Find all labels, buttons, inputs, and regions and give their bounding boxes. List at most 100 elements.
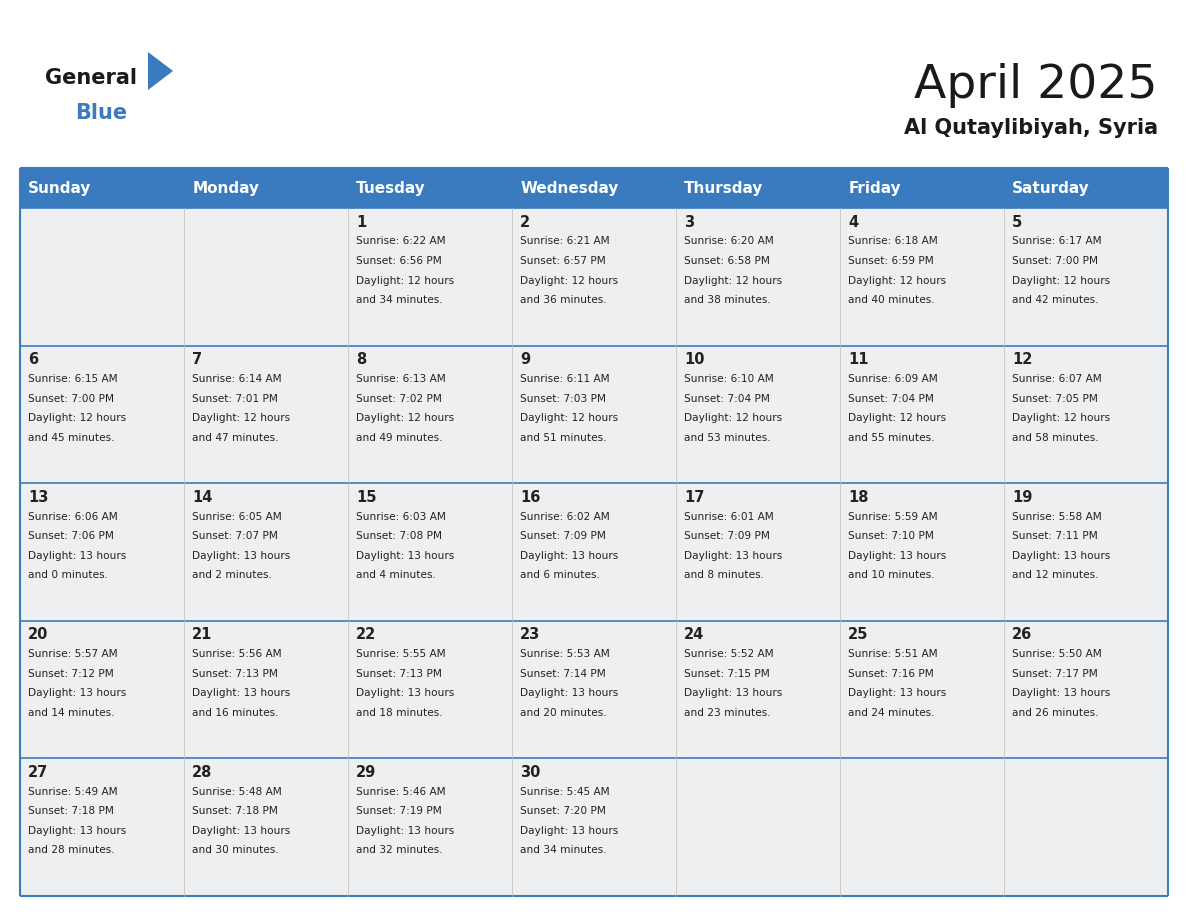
Text: Sunrise: 6:14 AM: Sunrise: 6:14 AM xyxy=(192,375,282,384)
Text: Sunset: 7:15 PM: Sunset: 7:15 PM xyxy=(684,669,770,678)
Text: Tuesday: Tuesday xyxy=(356,181,426,196)
Text: Sunset: 6:57 PM: Sunset: 6:57 PM xyxy=(520,256,606,266)
Text: Sunset: 7:00 PM: Sunset: 7:00 PM xyxy=(29,394,114,404)
Text: 17: 17 xyxy=(684,489,704,505)
Text: 22: 22 xyxy=(356,627,377,643)
Text: 29: 29 xyxy=(356,765,377,780)
Text: Wednesday: Wednesday xyxy=(520,181,619,196)
Text: Daylight: 12 hours: Daylight: 12 hours xyxy=(1012,413,1111,423)
Text: Daylight: 12 hours: Daylight: 12 hours xyxy=(356,275,454,285)
Text: Sunset: 7:08 PM: Sunset: 7:08 PM xyxy=(356,532,442,542)
Text: Sunrise: 5:55 AM: Sunrise: 5:55 AM xyxy=(356,649,446,659)
Text: 23: 23 xyxy=(520,627,541,643)
Text: Daylight: 12 hours: Daylight: 12 hours xyxy=(520,413,618,423)
Text: Sunrise: 6:15 AM: Sunrise: 6:15 AM xyxy=(29,375,118,384)
Polygon shape xyxy=(148,52,173,90)
Text: Daylight: 12 hours: Daylight: 12 hours xyxy=(848,413,947,423)
Text: Daylight: 13 hours: Daylight: 13 hours xyxy=(1012,551,1111,561)
Text: and 0 minutes.: and 0 minutes. xyxy=(29,570,108,580)
Text: Sunrise: 6:01 AM: Sunrise: 6:01 AM xyxy=(684,511,773,521)
Text: Sunset: 7:04 PM: Sunset: 7:04 PM xyxy=(848,394,934,404)
Text: Blue: Blue xyxy=(75,103,127,123)
Text: Sunset: 6:58 PM: Sunset: 6:58 PM xyxy=(684,256,770,266)
Text: Sunrise: 6:06 AM: Sunrise: 6:06 AM xyxy=(29,511,118,521)
Text: Sunrise: 5:57 AM: Sunrise: 5:57 AM xyxy=(29,649,118,659)
Text: Sunset: 7:16 PM: Sunset: 7:16 PM xyxy=(848,669,934,678)
Text: Sunset: 7:17 PM: Sunset: 7:17 PM xyxy=(1012,669,1098,678)
Text: and 53 minutes.: and 53 minutes. xyxy=(684,432,771,442)
Text: 20: 20 xyxy=(29,627,49,643)
Text: 2: 2 xyxy=(520,215,530,230)
Text: Daylight: 13 hours: Daylight: 13 hours xyxy=(356,826,455,836)
Text: 15: 15 xyxy=(356,489,377,505)
Text: 1: 1 xyxy=(356,215,366,230)
Text: 3: 3 xyxy=(684,215,694,230)
Text: Sunrise: 6:21 AM: Sunrise: 6:21 AM xyxy=(520,237,609,247)
Text: and 40 minutes.: and 40 minutes. xyxy=(848,295,935,305)
Text: Sunset: 7:12 PM: Sunset: 7:12 PM xyxy=(29,669,114,678)
Text: and 28 minutes.: and 28 minutes. xyxy=(29,845,115,856)
Text: and 30 minutes.: and 30 minutes. xyxy=(192,845,279,856)
Text: Sunset: 7:09 PM: Sunset: 7:09 PM xyxy=(520,532,606,542)
Text: 28: 28 xyxy=(192,765,213,780)
Text: Daylight: 13 hours: Daylight: 13 hours xyxy=(29,551,126,561)
Text: Sunrise: 5:53 AM: Sunrise: 5:53 AM xyxy=(520,649,609,659)
Bar xyxy=(20,168,1168,208)
Text: Sunrise: 6:02 AM: Sunrise: 6:02 AM xyxy=(520,511,609,521)
Text: Sunset: 7:19 PM: Sunset: 7:19 PM xyxy=(356,806,442,816)
Text: 12: 12 xyxy=(1012,353,1032,367)
Text: Sunrise: 5:56 AM: Sunrise: 5:56 AM xyxy=(192,649,282,659)
Text: Sunrise: 6:20 AM: Sunrise: 6:20 AM xyxy=(684,237,773,247)
Text: Daylight: 13 hours: Daylight: 13 hours xyxy=(684,688,783,699)
Text: Sunset: 7:10 PM: Sunset: 7:10 PM xyxy=(848,532,934,542)
Text: Sunset: 7:04 PM: Sunset: 7:04 PM xyxy=(684,394,770,404)
Text: Sunrise: 5:58 AM: Sunrise: 5:58 AM xyxy=(1012,511,1102,521)
Text: Daylight: 12 hours: Daylight: 12 hours xyxy=(29,413,126,423)
Text: 16: 16 xyxy=(520,489,541,505)
Text: and 32 minutes.: and 32 minutes. xyxy=(356,845,443,856)
Text: 26: 26 xyxy=(1012,627,1032,643)
Text: 7: 7 xyxy=(192,353,202,367)
Text: Sunset: 7:06 PM: Sunset: 7:06 PM xyxy=(29,532,114,542)
Text: Sunrise: 5:59 AM: Sunrise: 5:59 AM xyxy=(848,511,937,521)
Text: and 47 minutes.: and 47 minutes. xyxy=(192,432,279,442)
Text: Sunrise: 6:13 AM: Sunrise: 6:13 AM xyxy=(356,375,446,384)
Text: 25: 25 xyxy=(848,627,868,643)
Text: Daylight: 13 hours: Daylight: 13 hours xyxy=(520,551,619,561)
Text: Sunrise: 5:50 AM: Sunrise: 5:50 AM xyxy=(1012,649,1102,659)
Text: and 4 minutes.: and 4 minutes. xyxy=(356,570,436,580)
Text: Sunrise: 6:18 AM: Sunrise: 6:18 AM xyxy=(848,237,939,247)
Text: Daylight: 13 hours: Daylight: 13 hours xyxy=(192,688,290,699)
Text: Sunrise: 6:09 AM: Sunrise: 6:09 AM xyxy=(848,375,939,384)
Text: Sunset: 7:01 PM: Sunset: 7:01 PM xyxy=(192,394,278,404)
Text: Sunrise: 5:45 AM: Sunrise: 5:45 AM xyxy=(520,787,609,797)
Text: Daylight: 13 hours: Daylight: 13 hours xyxy=(848,688,947,699)
Text: Daylight: 13 hours: Daylight: 13 hours xyxy=(520,826,619,836)
Text: 11: 11 xyxy=(848,353,868,367)
Text: and 42 minutes.: and 42 minutes. xyxy=(1012,295,1099,305)
Text: and 34 minutes.: and 34 minutes. xyxy=(356,295,443,305)
Text: Sunset: 7:13 PM: Sunset: 7:13 PM xyxy=(356,669,442,678)
Text: and 26 minutes.: and 26 minutes. xyxy=(1012,708,1099,718)
Text: Friday: Friday xyxy=(848,181,901,196)
Text: Sunset: 7:11 PM: Sunset: 7:11 PM xyxy=(1012,532,1098,542)
Text: 10: 10 xyxy=(684,353,704,367)
Text: and 6 minutes.: and 6 minutes. xyxy=(520,570,600,580)
Text: Daylight: 12 hours: Daylight: 12 hours xyxy=(1012,275,1111,285)
Text: and 51 minutes.: and 51 minutes. xyxy=(520,432,607,442)
Text: Sunrise: 6:10 AM: Sunrise: 6:10 AM xyxy=(684,375,773,384)
Text: Daylight: 13 hours: Daylight: 13 hours xyxy=(520,688,619,699)
Text: and 18 minutes.: and 18 minutes. xyxy=(356,708,443,718)
Text: and 38 minutes.: and 38 minutes. xyxy=(684,295,771,305)
Text: Sunrise: 6:05 AM: Sunrise: 6:05 AM xyxy=(192,511,282,521)
Text: Daylight: 12 hours: Daylight: 12 hours xyxy=(684,275,783,285)
Text: and 12 minutes.: and 12 minutes. xyxy=(1012,570,1099,580)
Text: and 55 minutes.: and 55 minutes. xyxy=(848,432,935,442)
Text: 9: 9 xyxy=(520,353,530,367)
Text: Sunrise: 6:22 AM: Sunrise: 6:22 AM xyxy=(356,237,446,247)
Text: Daylight: 12 hours: Daylight: 12 hours xyxy=(520,275,618,285)
Text: 6: 6 xyxy=(29,353,38,367)
Text: and 49 minutes.: and 49 minutes. xyxy=(356,432,443,442)
Text: and 34 minutes.: and 34 minutes. xyxy=(520,845,607,856)
Text: Sunrise: 5:49 AM: Sunrise: 5:49 AM xyxy=(29,787,118,797)
